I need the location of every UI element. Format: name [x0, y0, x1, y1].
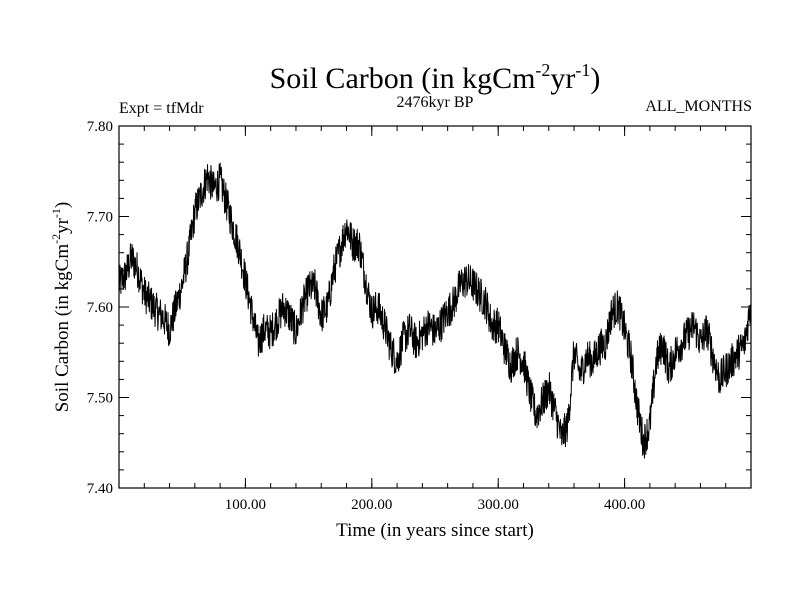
experiment-label: Expt = tfMdr [119, 100, 204, 117]
period-label: 2476kyr BP [397, 94, 474, 111]
y-axis-label: Soil Carbon (in kgCm-2yr-1) [49, 202, 73, 413]
y-axis: 7.40 7.50 7.60 7.70 7.80 [87, 119, 751, 497]
x-axis: 100.00 200.00 300.00 400.00 [143, 126, 727, 513]
x-tick-label: 300.00 [478, 497, 519, 513]
y-tick-label: 7.40 [87, 481, 113, 497]
y-tick-label: 7.80 [87, 119, 113, 135]
chart-title: Soil Carbon (in kgCm-2yr-1) [270, 60, 601, 95]
x-axis-label: Time (in years since start) [336, 520, 534, 541]
months-label: ALL_MONTHS [645, 98, 752, 115]
y-tick-label: 7.50 [87, 391, 113, 407]
x-tick-label: 100.00 [225, 497, 266, 513]
x-tick-label: 200.00 [351, 497, 392, 513]
series-layer [118, 162, 752, 459]
y-tick-label: 7.60 [87, 300, 113, 316]
y-tick-label: 7.70 [87, 210, 113, 226]
series-line [118, 162, 752, 459]
x-tick-label: 400.00 [604, 497, 645, 513]
